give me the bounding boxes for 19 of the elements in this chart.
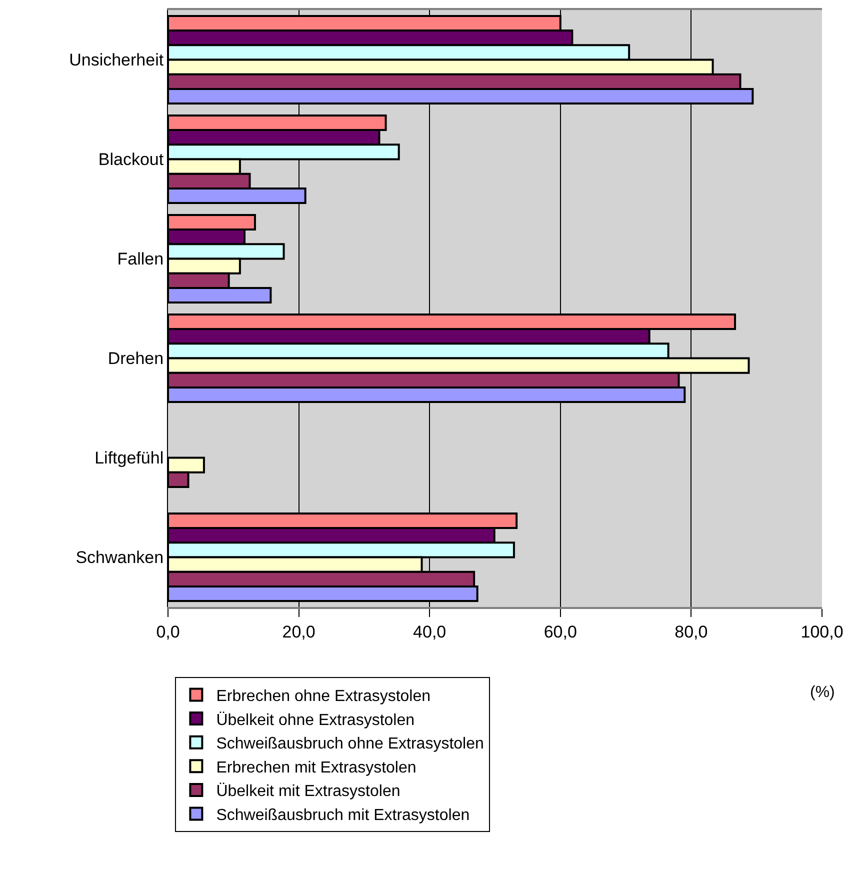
- x-tick-label: 20,0: [282, 622, 316, 642]
- x-tick-label: 40,0: [413, 622, 446, 642]
- x-tick-label: 80,0: [674, 622, 708, 642]
- y-tick-label: Blackout: [98, 150, 164, 170]
- legend-label: Erbrechen ohne Extrasystolen: [216, 688, 431, 705]
- text: (%): [810, 684, 835, 701]
- x-tick-label: 60,0: [544, 622, 577, 642]
- legend-label: Schweißausbruch ohne Extrasystolen: [216, 736, 484, 753]
- y-tick-label: Unsicherheit: [69, 50, 164, 70]
- y-tick-label: Schwanken: [76, 548, 164, 568]
- legend-label: Übelkeit mit Extrasystolen: [216, 782, 400, 800]
- x-tick-label: 0,0: [156, 622, 180, 642]
- y-tick-label: Drehen: [108, 349, 164, 368]
- legend-label: Schweißausbruch mit Extrasystolen: [216, 806, 470, 824]
- legend-label: Erbrechen mit Extrasystolen: [216, 759, 416, 776]
- y-tick-label: Fallen: [117, 250, 164, 269]
- x-tick-label: 100,0: [800, 622, 844, 642]
- legend-label: Übelkeit ohne Extrasystolen: [216, 710, 415, 729]
- y-tick-label: Liftgefühl: [94, 448, 164, 468]
